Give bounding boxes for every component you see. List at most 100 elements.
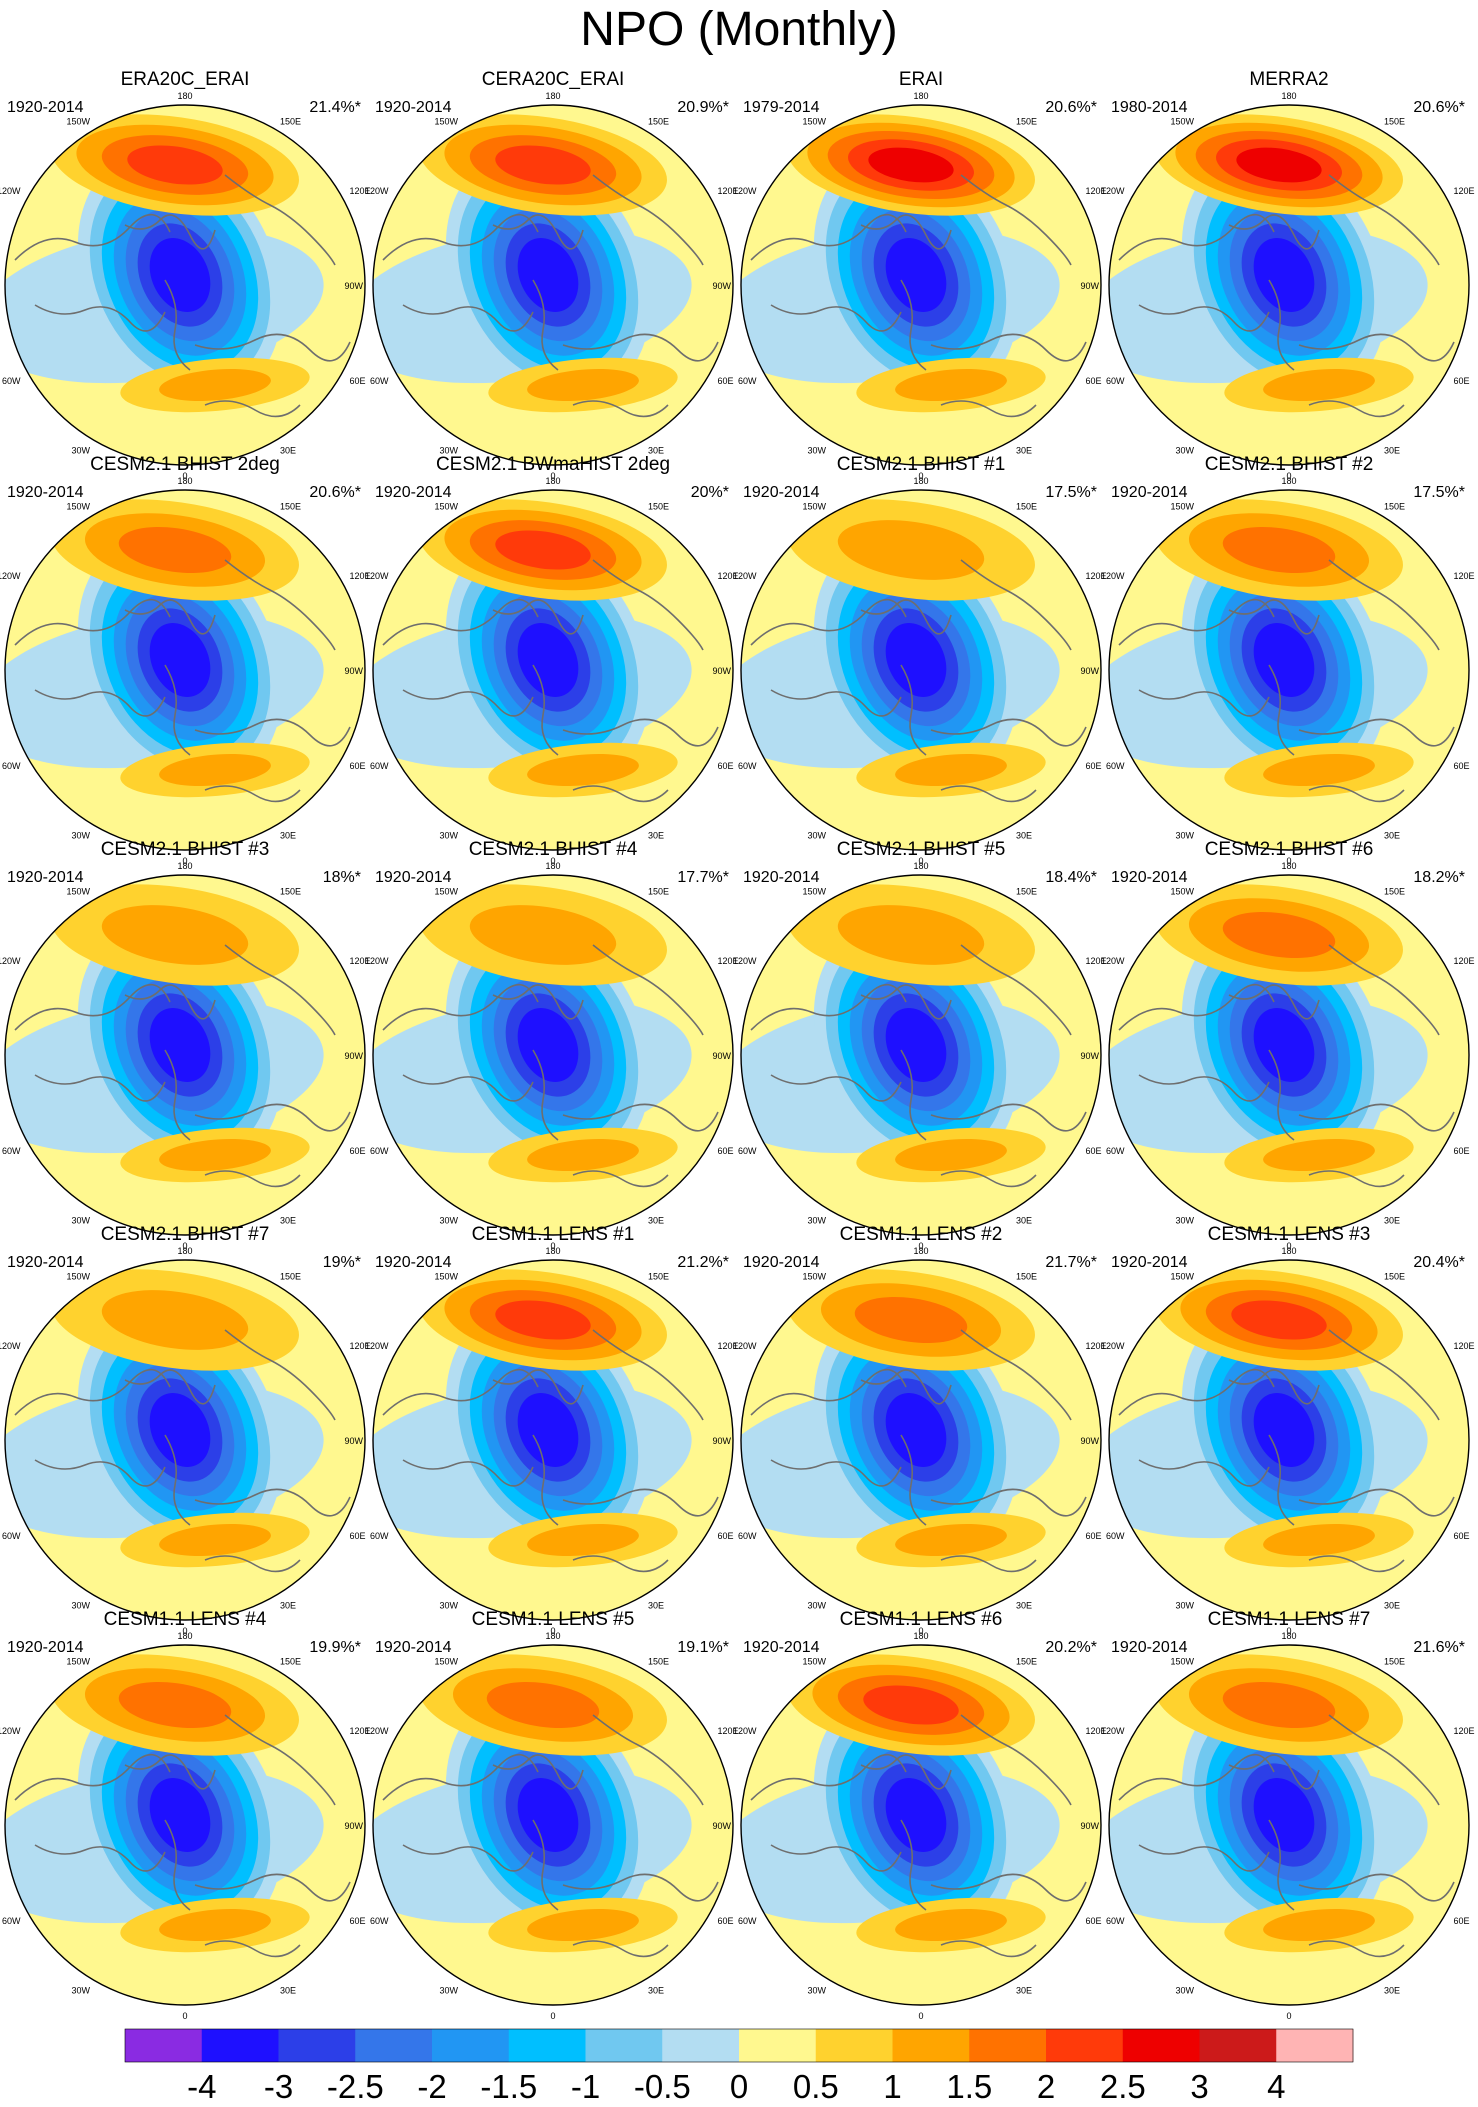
lon-label: 120E [350,1341,371,1351]
negative-center-contour [517,1778,579,1852]
coastline [960,559,1072,651]
coastline [940,400,1037,418]
panel-title: ERAI [899,69,943,90]
lon-label: 60E [350,1146,366,1156]
lon-label: 150W [802,887,826,897]
lon-label: 150E [648,887,669,897]
map-outline [4,1644,366,2006]
lon-label: 150W [66,1657,90,1667]
panel-title: ERA20C_ERAI [121,69,250,90]
panel-period: 1920-2014 [375,1254,452,1271]
negative-center-contour [149,1778,211,1852]
colorbar-label: -2.5 [327,2068,384,2105]
map-outline [740,1259,1102,1621]
lon-label: 30E [1384,831,1400,841]
colorbar-swatch [508,2029,586,2062]
lon-label: 60E [1454,1531,1470,1541]
coastline [1298,333,1455,362]
coastline [1308,400,1405,418]
negative-center-contour [885,1778,947,1852]
lon-label: 30W [439,1216,458,1226]
colorbar-label: -2 [417,2068,446,2105]
coastline [34,1459,166,1487]
map-field [741,1645,1101,2005]
positive-europe-contour [159,1138,271,1172]
lon-label: 180 [913,476,928,486]
lon-label: 150W [802,1272,826,1282]
panel-variance: 20.4%* [1413,1254,1465,1271]
panel-variance: 20.2%* [1045,1639,1097,1656]
coastline [750,213,907,261]
lon-label: 60E [350,1916,366,1926]
coastline [1328,944,1440,1036]
lon-label: 60W [2,376,21,386]
map-outline [1108,874,1470,1236]
lon-label: 150E [1384,1272,1405,1282]
map-panel: CESM2.1 BHIST #7 1920-2014 19%* 180 150E 120E… [0,1224,391,1636]
coastline [1298,1873,1455,1902]
lon-label: 180 [1281,91,1296,101]
map-outline [1108,489,1470,851]
lon-label: 150E [280,887,301,897]
coastline [562,1873,719,1902]
lon-label: 0 [182,2011,187,2021]
map-panel: CESM1.1 LENS #5 1920-2014 19.1%* 180 150E 120… [344,1609,759,2021]
panel-title: CESM2.1 BHIST #3 [101,839,270,860]
coastline [860,984,952,1020]
lon-label: 30W [71,831,90,841]
coastline [402,689,534,717]
map-outline [1108,1644,1470,2006]
coastline [592,1329,704,1421]
positive-pacific-contour [1222,527,1336,573]
negative-center-contour [1253,1778,1315,1852]
coastline [382,983,539,1031]
lon-label: 30E [280,831,296,841]
coastline [204,785,301,803]
map-outline [1108,104,1470,466]
map-field [1109,1645,1469,2005]
panel-variance: 20%* [691,484,729,501]
lon-label: 180 [545,1631,560,1641]
map-outline [740,1644,1102,2006]
coastline [194,1103,351,1132]
figure-title: NPO (Monthly) [580,3,898,56]
lon-label: 180 [913,91,928,101]
lon-label: 90W [712,1051,731,1061]
coastline [532,1049,559,1141]
coastline [34,1074,166,1102]
coastline [572,400,669,418]
lon-label: 90W [712,1436,731,1446]
lon-label: 60E [1086,1146,1102,1156]
map-panel: CESM2.1 BHIST #5 1920-2014 18.4%* 180 150E 12… [712,839,1127,1251]
coastline [1138,1459,1270,1487]
coastline [532,664,559,756]
lon-label: 60E [718,761,734,771]
positive-europe-contour [895,1908,1007,1942]
positive-pacific-contour [863,1685,959,1725]
coastline [382,1753,539,1801]
coastline [930,1873,1087,1902]
coastline [1328,1329,1440,1421]
coastline [1308,1940,1405,1958]
lon-label: 120E [1454,956,1475,966]
negative-center-contour [1253,1008,1315,1082]
map-field [741,875,1101,1235]
positive-pacific-contour [854,1297,968,1343]
lon-label: 180 [1281,1631,1296,1641]
coastline [750,983,907,1031]
lon-label: 60E [350,376,366,386]
lon-label: 60W [738,1916,757,1926]
coastline [750,1368,907,1416]
panel-variance: 21.2%* [677,1254,729,1271]
lon-label: 60W [370,1531,389,1541]
coastline [492,984,584,1020]
positive-pacific-contour [1222,912,1336,958]
coastline [164,664,191,756]
map-panel: CESM1.1 LENS #7 1920-2014 21.6%* 180 150E 120… [1080,1609,1474,2021]
panel-period: 1920-2014 [1111,1639,1188,1656]
map-outline [4,104,366,466]
coastline [1268,1434,1295,1526]
positive-pacific-contour [118,527,232,573]
positive-pacific-contour [495,145,591,185]
lon-label: 180 [545,1246,560,1256]
